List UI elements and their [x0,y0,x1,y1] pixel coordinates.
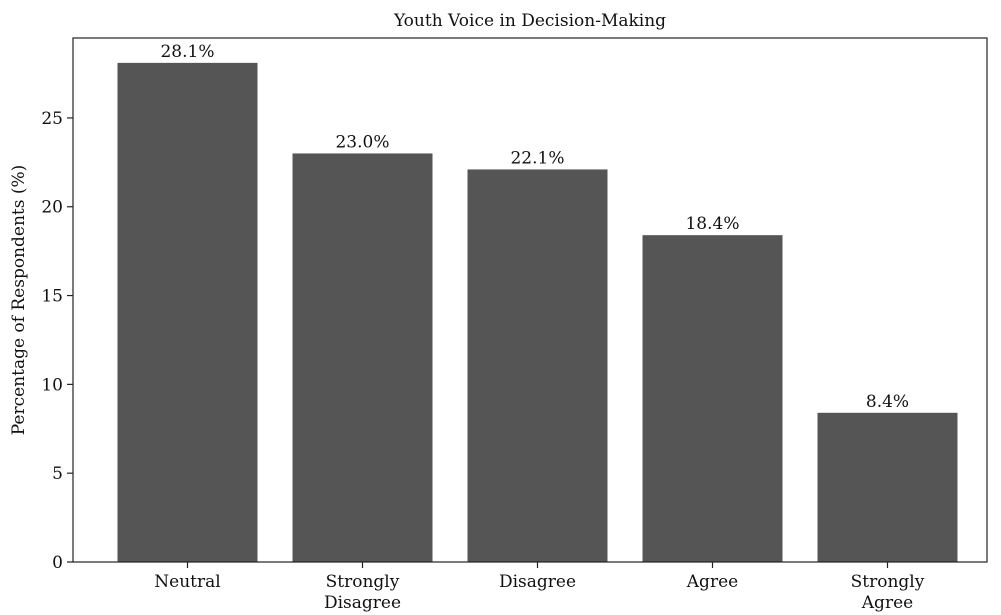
bar-value-label: 22.1% [510,148,564,168]
bar-value-label: 28.1% [160,42,214,62]
bar [117,62,258,562]
x-tick-label-line: Strongly [326,572,400,592]
x-tick-label: Strongly Agree [851,572,925,613]
bar-value-label: 23.0% [335,132,389,152]
x-tick-label-line: Agree [686,572,738,592]
bar-value-label: 18.4% [685,214,739,234]
x-tick-label-line: Disagree [499,572,576,592]
x-tick-label-line: Disagree [324,593,401,613]
bar [817,412,958,562]
y-tick-label: 20 [41,198,63,218]
bar-value-label: 8.4% [866,392,909,412]
x-tick-label: Agree [686,572,738,592]
x-tick-label: Strongly Disagree [324,572,401,613]
x-tick-label-line: Strongly [851,572,925,592]
x-tick-label: Disagree [499,572,576,592]
bars-layer: 28.1% 23.0% 22.1% 18.4% 8.4% [117,42,958,562]
y-tick-label: 10 [41,375,63,395]
x-tick-label: Neutral [154,572,220,592]
plot-area-frame [72,37,988,563]
bar [642,235,783,562]
bar [292,153,433,562]
bar [467,169,608,562]
chart-title: Youth Voice in Decision-Making [393,11,666,31]
x-tick-label-line: Neutral [154,572,220,592]
y-tick-label: 15 [41,287,63,307]
y-tick-label: 25 [41,109,63,129]
y-tick-label: 5 [52,464,63,484]
y-tick-label: 0 [52,553,63,573]
y-axis-label: Percentage of Respondents (%) [9,165,29,436]
x-tick-label-line: Agree [861,593,913,613]
